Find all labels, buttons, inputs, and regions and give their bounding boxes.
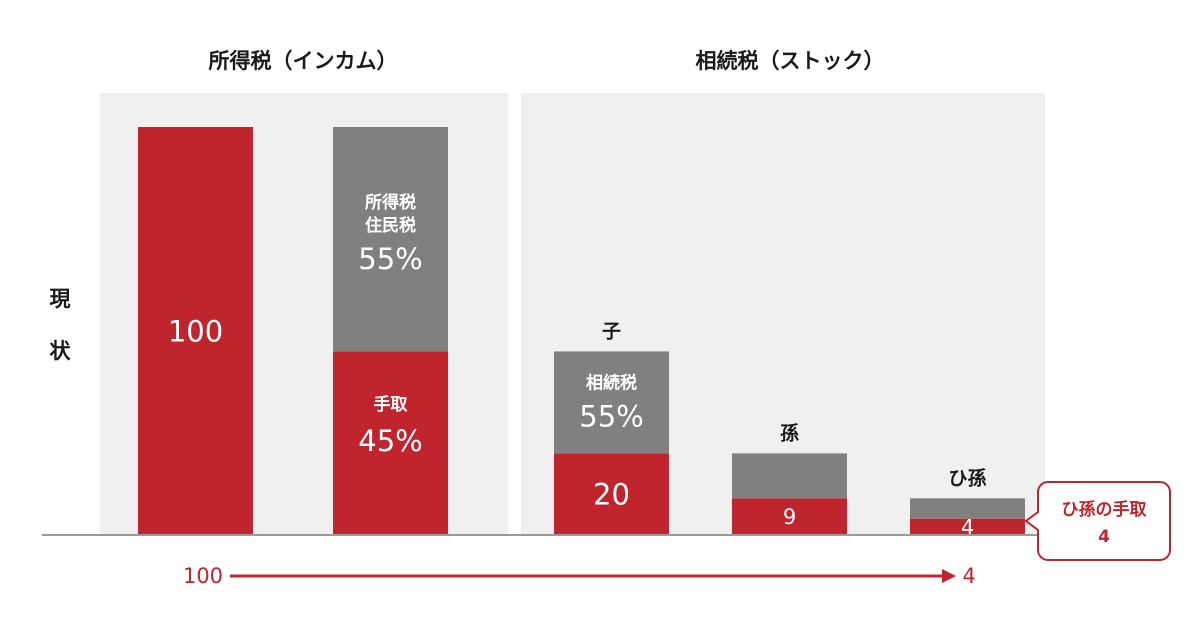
g1-b0-tax-label-1: 相続税 (586, 372, 637, 393)
g0-b1-net-label: 45% (358, 424, 422, 458)
g0-b1-tax-bar (333, 127, 448, 352)
g1-b2-net-bar (910, 518, 1025, 535)
g1-b1-net-label: 9 (783, 505, 796, 529)
g1-b2-net-label: 4 (961, 515, 974, 539)
row-label-char-1: 現 (50, 287, 71, 311)
g0-b1-tax-label-1: 所得税 (365, 192, 416, 213)
row-label-char-2: 状 (50, 339, 72, 363)
g0-b0-net-bar (138, 127, 253, 535)
g1-b2-tax-bar (910, 498, 1025, 519)
g1-b0-net-bar (554, 453, 669, 535)
g1-b1-net-bar (732, 498, 847, 535)
g1-b0-category-label: 子 (602, 320, 621, 342)
stock-title: 相続税（ストック） (696, 49, 885, 73)
g1-b1-tax-bar (732, 453, 847, 499)
callout-line-1: ひ孫の手取 (1062, 499, 1147, 520)
callout-bubble (1024, 481, 1171, 561)
g0-b1-net-bar (333, 351, 448, 535)
callout-line-2: 4 (1098, 527, 1110, 547)
g0-b0-net-label: 100 (168, 314, 223, 348)
income-title: 所得税（インカム） (209, 49, 398, 73)
g1-b0-tax-label-2: 55% (579, 399, 643, 433)
g0-b1-net-caption: 手取 (374, 394, 408, 415)
flow-from-label: 100 (183, 564, 223, 588)
g1-b1-category-label: 孫 (780, 421, 799, 444)
flow-arrow: 100 4 (183, 564, 976, 588)
g0-b1-tax-label-3: 55% (358, 242, 422, 276)
g1-b2-category-label: ひ孫 (948, 466, 986, 489)
flow-to-label: 4 (962, 564, 975, 588)
flow-arrow-head (942, 569, 956, 583)
g0-b1-tax-label-2: 住民税 (365, 215, 416, 236)
g1-b0-net-label: 20 (593, 478, 630, 512)
net-callout: ひ孫の手取 4 (1024, 481, 1171, 561)
g1-b0-tax-bar (554, 351, 669, 454)
